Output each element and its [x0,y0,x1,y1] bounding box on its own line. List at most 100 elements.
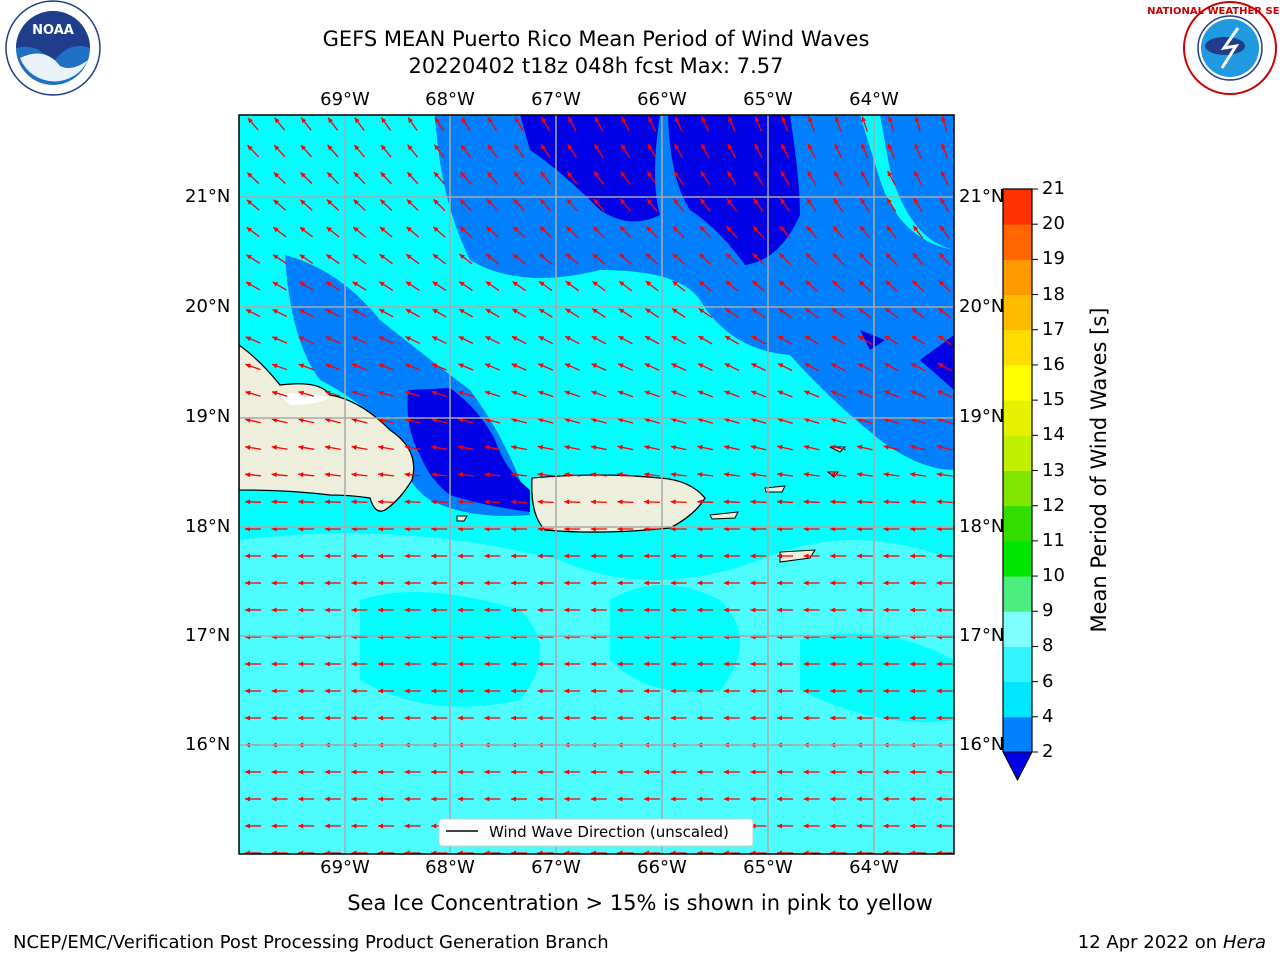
wind-arrow [325,336,341,344]
wind-arrow [590,472,607,478]
wind-arrow [537,661,554,667]
wind-arrow [670,688,687,694]
wind-arrow [378,823,394,829]
wind-arrow [538,335,554,345]
wind-arrow [883,472,900,478]
wind-arrow [724,307,739,319]
wind-arrow [485,308,500,318]
wind-arrow [697,335,713,345]
wind-arrow [856,715,873,721]
lat-label-right: 21°N [959,186,1005,207]
wind-arrow [324,472,341,478]
wind-arrow [750,715,767,721]
wind-arrow [913,197,923,213]
wind-arrow [936,769,953,775]
wind-arrow [351,445,368,450]
wind-arrow [617,688,634,694]
lon-label-top: 65°W [743,89,793,110]
wind-arrow [244,445,262,450]
wind-arrow [724,335,740,345]
wind-arrow [723,715,740,721]
wind-arrow [404,688,421,694]
wind-arrow [324,390,341,397]
wind-arrow [380,171,392,185]
wind-arrow [910,715,926,721]
wind-arrow [245,769,261,775]
wind-arrow [591,363,607,371]
wind-arrow [378,661,394,667]
wind-arrow [511,850,527,854]
colorbar-tick-label: 17 [1042,318,1065,340]
wind-arrow [326,199,340,211]
wind-arrow [379,253,393,265]
wind-arrow [910,661,926,667]
wind-arrow [484,553,501,559]
wind-arrow [326,171,339,185]
legend-label: Wind Wave Direction (unscaled) [489,823,729,841]
wind-arrow [698,253,712,265]
wind-arrow [887,170,896,186]
wind-arrow [431,499,448,505]
wind-arrow [830,607,847,613]
wind-arrow [803,472,820,478]
map-frame [238,114,955,855]
wind-arrow [804,307,819,319]
wind-arrow [513,171,525,185]
wind-arrow [697,417,714,424]
wind-arrow [617,580,634,586]
wind-arrow [484,688,501,694]
wind-arrow [378,417,394,424]
wind-arrow [724,362,740,372]
wind-arrow [458,335,474,345]
wind-arrow [351,823,368,829]
wind-arrow [936,472,953,478]
wind-arrow [246,226,260,238]
wind-arrow [750,444,767,451]
wind-arrow [539,226,552,238]
wind-arrow [590,769,607,775]
wind-arrow [883,688,900,694]
wind-arrow [644,688,660,694]
wind-arrow [750,499,767,505]
wind-arrow [723,607,740,613]
wind-arrow [457,444,474,451]
wind-arrow [617,850,634,854]
wind-arrow [643,472,661,478]
wind-arrow [537,417,554,424]
wind-arrow [910,417,926,425]
wind-arrow [697,769,714,775]
wind-arrow [883,444,900,451]
wind-arrow [750,688,767,694]
wind-arrow [566,198,578,212]
wind-arrow [701,116,710,132]
wind-arrow [670,580,687,586]
lat-label-right: 20°N [959,296,1005,317]
lat-label-left: 18°N [185,516,231,537]
wind-arrow [671,280,686,292]
wind-arrow [936,553,953,559]
wind-arrow [941,143,949,159]
wind-arrow [404,363,421,371]
wind-arrow [753,170,764,186]
wind-arrow [884,362,899,372]
colorbar-tick-label: 8 [1042,635,1054,657]
wind-arrow [298,796,315,802]
wind-arrow [697,607,714,613]
wind-arrow [697,661,714,667]
wind-arrow [378,850,394,854]
wind-arrow [457,390,474,398]
wind-arrow [781,116,789,132]
wind-arrow [406,226,420,238]
wind-arrow [723,850,740,854]
wind-arrow [271,390,288,397]
wind-arrow [511,580,527,586]
wind-arrow [725,252,739,266]
wind-arrow [484,850,501,854]
wind-arrow [511,607,527,613]
wind-arrow [378,715,394,721]
colorbar-label: Mean Period of Wind Waves [s] [1087,308,1111,633]
wind-arrow [404,472,421,478]
wind-arrow [936,661,953,667]
wind-arrow [750,553,767,559]
wind-arrow [327,117,339,131]
